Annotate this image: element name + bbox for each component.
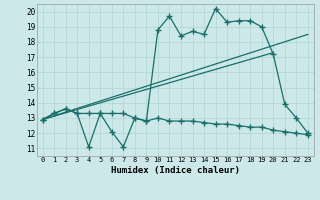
X-axis label: Humidex (Indice chaleur): Humidex (Indice chaleur) [111, 166, 240, 175]
